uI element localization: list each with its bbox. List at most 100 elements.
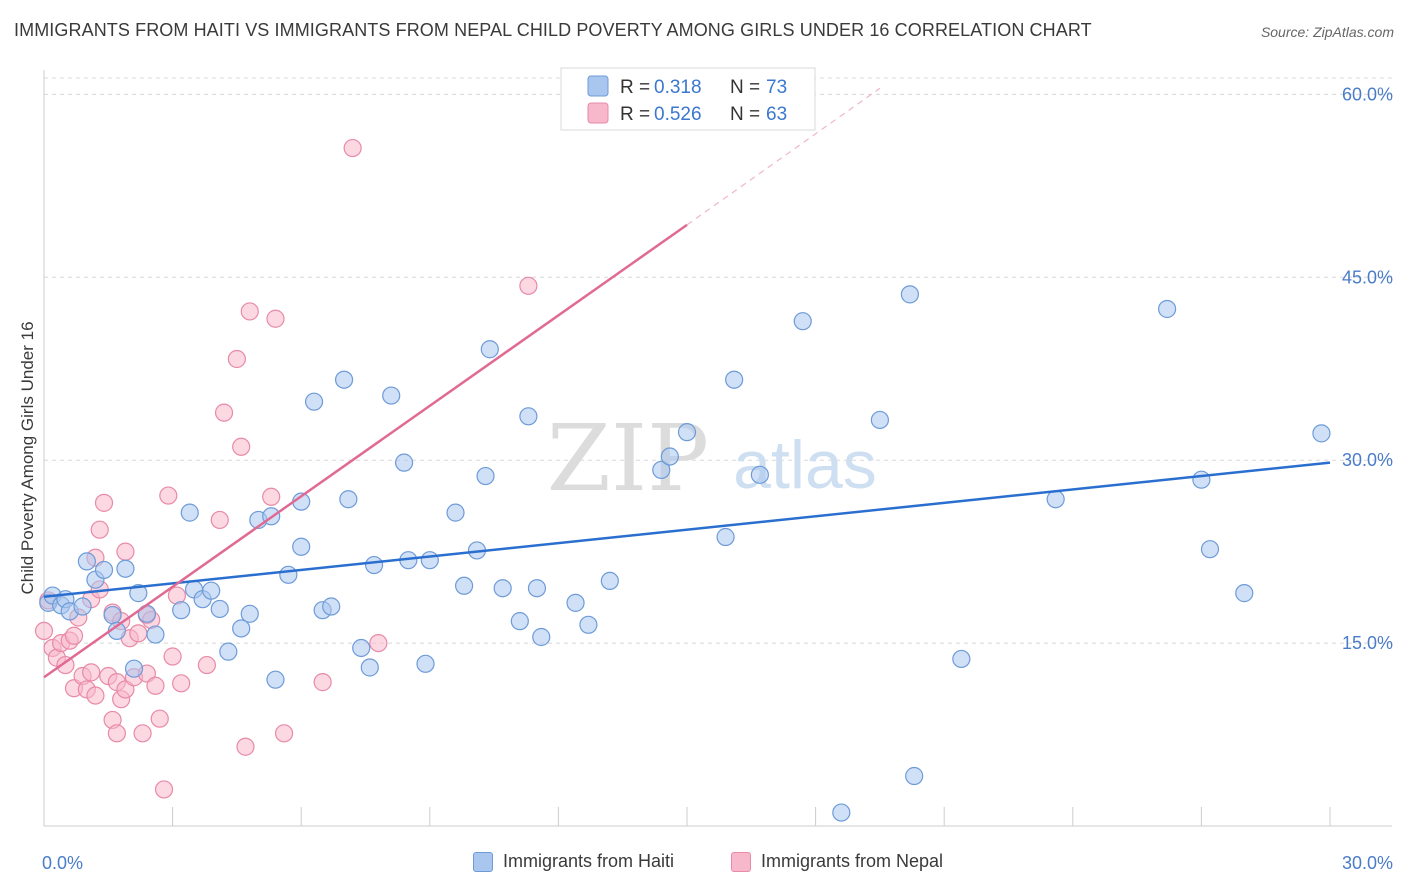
nepal-point-55 bbox=[519, 276, 538, 295]
haiti-point-38 bbox=[364, 555, 384, 575]
nepal-point-14 bbox=[86, 686, 105, 705]
haiti-point-63 bbox=[793, 312, 812, 331]
haiti-point-35 bbox=[339, 490, 358, 509]
haiti-point-24 bbox=[240, 604, 259, 623]
legend-n-label-haiti: N = bbox=[730, 77, 760, 98]
nepal-point-12 bbox=[82, 663, 101, 682]
nepal-point-50 bbox=[266, 309, 285, 328]
watermark-atlas: atlas bbox=[733, 427, 877, 503]
nepal-point-42 bbox=[197, 655, 216, 675]
legend-r-value-nepal: 0.526 bbox=[654, 104, 702, 125]
nepal-point-26 bbox=[116, 542, 135, 561]
haiti-points bbox=[39, 285, 1331, 822]
haiti-point-22 bbox=[219, 642, 238, 661]
y-axis-label: Child Poverty Among Girls Under 16 bbox=[18, 321, 37, 594]
source-label: Source: ZipAtlas.com bbox=[1260, 24, 1394, 40]
nepal-points bbox=[34, 138, 538, 799]
haiti-point-34 bbox=[334, 370, 354, 389]
nepal-point-53 bbox=[343, 138, 362, 158]
haiti-point-11 bbox=[116, 559, 135, 578]
haiti-point-15 bbox=[146, 625, 165, 644]
haiti-point-65 bbox=[870, 410, 890, 430]
haiti-point-23 bbox=[232, 619, 251, 638]
haiti-point-70 bbox=[1158, 299, 1177, 319]
nepal-point-48 bbox=[240, 302, 259, 321]
haiti-point-52 bbox=[527, 579, 547, 598]
nepal-point-31 bbox=[133, 724, 152, 743]
nepal-point-30 bbox=[129, 624, 148, 643]
tick-labels: 15.0% 30.0% 45.0% 60.0% 0.0% 30.0% bbox=[42, 84, 1393, 873]
y-tick-label-0: 15.0% bbox=[1342, 633, 1393, 653]
haiti-point-69 bbox=[1046, 490, 1065, 509]
nepal-point-52 bbox=[313, 673, 332, 692]
nepal-point-5 bbox=[56, 655, 75, 675]
y-tick-label-2: 45.0% bbox=[1342, 267, 1393, 287]
haiti-point-20 bbox=[202, 581, 221, 600]
haiti-point-37 bbox=[360, 658, 379, 677]
x-tick-label-1: 30.0% bbox=[1342, 853, 1393, 873]
haiti-point-36 bbox=[352, 638, 371, 658]
bottom-legend-item-haiti: Immigrants from Haiti bbox=[473, 851, 674, 872]
nepal-point-47 bbox=[236, 737, 255, 756]
haiti-point-29 bbox=[292, 537, 311, 556]
bottom-legend-swatch-nepal bbox=[731, 851, 751, 872]
nepal-point-41 bbox=[172, 674, 191, 693]
legend-swatch-nepal bbox=[587, 102, 609, 124]
y-tick-label-1: 30.0% bbox=[1342, 450, 1393, 470]
haiti-point-60 bbox=[716, 527, 735, 547]
haiti-point-59 bbox=[677, 423, 697, 442]
haiti-point-55 bbox=[579, 615, 598, 634]
legend-swatch-haiti bbox=[587, 75, 609, 97]
watermark: ZIP atlas bbox=[547, 405, 877, 512]
nepal-point-7 bbox=[64, 626, 84, 645]
top-legend: R = 0.318 N = 73 R = 0.526 N = 63 bbox=[560, 67, 816, 131]
watermark-zip: ZIP bbox=[547, 405, 709, 512]
haiti-point-21 bbox=[210, 599, 229, 619]
nepal-point-46 bbox=[232, 437, 251, 456]
nepal-point-17 bbox=[90, 520, 109, 539]
nepal-point-39 bbox=[163, 647, 182, 666]
haiti-point-48 bbox=[480, 340, 499, 359]
haiti-point-62 bbox=[750, 465, 769, 484]
legend-n-value-nepal: 63 bbox=[766, 104, 787, 125]
haiti-point-51 bbox=[519, 407, 538, 426]
haiti-point-27 bbox=[266, 670, 285, 689]
haiti-point-56 bbox=[600, 571, 619, 591]
haiti-point-58 bbox=[660, 447, 679, 466]
nepal-point-54 bbox=[369, 633, 388, 653]
legend-r-value-haiti: 0.318 bbox=[654, 77, 702, 98]
nepal-point-44 bbox=[214, 403, 234, 422]
legend-n-label-nepal: N = bbox=[730, 104, 760, 125]
haiti-point-73 bbox=[1235, 584, 1254, 603]
bottom-legend-label-nepal: Immigrants from Nepal bbox=[761, 851, 944, 871]
haiti-point-49 bbox=[493, 579, 512, 598]
nepal-point-37 bbox=[154, 780, 174, 799]
haiti-point-61 bbox=[725, 370, 744, 389]
haiti-point-45 bbox=[454, 576, 474, 595]
haiti-point-5 bbox=[73, 597, 92, 616]
haiti-point-71 bbox=[1192, 470, 1211, 489]
haiti-point-40 bbox=[394, 453, 414, 472]
haiti-point-53 bbox=[532, 627, 551, 647]
legend-n-value-haiti: 73 bbox=[766, 77, 787, 98]
haiti-point-31 bbox=[304, 392, 324, 411]
nepal-point-36 bbox=[150, 709, 169, 728]
y-tick-label-3: 60.0% bbox=[1342, 84, 1393, 104]
haiti-point-16 bbox=[172, 601, 191, 620]
bottom-legend-label-haiti: Immigrants from Haiti bbox=[503, 851, 675, 871]
haiti-point-44 bbox=[446, 503, 465, 522]
bottom-legend-item-nepal: Immigrants from Nepal bbox=[731, 851, 943, 872]
haiti-point-43 bbox=[420, 551, 439, 570]
haiti-point-67 bbox=[905, 766, 924, 786]
haiti-point-42 bbox=[416, 654, 435, 673]
trend-lines bbox=[43, 87, 1331, 679]
haiti-point-54 bbox=[566, 593, 585, 612]
legend-r-label-haiti: R = bbox=[620, 77, 650, 98]
haiti-point-13 bbox=[129, 584, 148, 603]
nepal-point-43 bbox=[210, 510, 229, 530]
grid-layer bbox=[44, 77, 1392, 644]
legend-r-label-nepal: R = bbox=[620, 104, 650, 125]
haiti-point-64 bbox=[832, 803, 851, 822]
bottom-legend: Immigrants from Haiti Immigrants from Ne… bbox=[0, 851, 1406, 877]
